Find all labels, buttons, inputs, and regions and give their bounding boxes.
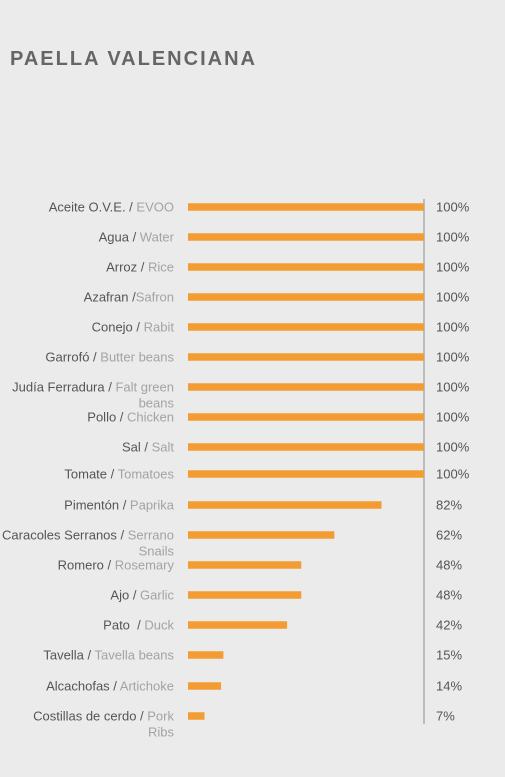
bar bbox=[188, 263, 424, 271]
label-english: Tavella beans bbox=[95, 648, 175, 663]
bar bbox=[188, 413, 424, 421]
label-spanish: Conejo / bbox=[92, 320, 144, 335]
value-label: 100% bbox=[436, 380, 470, 395]
category-label: Pimentón / Paprika bbox=[64, 498, 175, 513]
label-english: Salt bbox=[152, 440, 175, 455]
label-spanish: Costillas de cerdo / bbox=[33, 709, 147, 724]
label-english: Rosemary bbox=[115, 558, 175, 573]
label-english-continued: Ribs bbox=[148, 725, 175, 740]
category-label: Aceite O.V.E. / EVOO bbox=[49, 200, 174, 215]
category-label: Caracoles Serranos / Serrano bbox=[2, 528, 174, 543]
category-label: Judía Ferradura / Falt green bbox=[12, 380, 174, 395]
label-english: EVOO bbox=[136, 200, 174, 215]
category-label: Alcachofas / Artichoke bbox=[46, 679, 174, 694]
label-spanish: Pimentón / bbox=[64, 498, 130, 513]
label-english: Butter beans bbox=[100, 350, 174, 365]
bar bbox=[188, 621, 288, 629]
value-label: 14% bbox=[436, 679, 462, 694]
bar bbox=[188, 323, 424, 331]
value-label: 7% bbox=[436, 709, 455, 724]
label-spanish: Sal / bbox=[122, 440, 152, 455]
bar bbox=[188, 203, 424, 211]
label-spanish: Arroz / bbox=[106, 260, 148, 275]
label-english-continued: beans bbox=[139, 396, 175, 411]
value-label: 82% bbox=[436, 498, 462, 513]
bar bbox=[188, 561, 302, 569]
value-label: 100% bbox=[436, 350, 470, 365]
label-spanish: Agua / bbox=[99, 230, 140, 245]
value-label: 100% bbox=[436, 290, 470, 305]
label-spanish: Tavella / bbox=[43, 648, 94, 663]
label-spanish: Alcachofas / bbox=[46, 679, 120, 694]
label-english: Garlic bbox=[140, 588, 174, 603]
label-spanish: Pollo / bbox=[87, 410, 127, 425]
bar bbox=[188, 293, 424, 301]
bar bbox=[188, 383, 424, 391]
category-label: Sal / Salt bbox=[122, 440, 174, 455]
label-english: Pork bbox=[147, 709, 174, 724]
category-label: Pollo / Chicken bbox=[87, 410, 174, 425]
category-label: Tavella / Tavella beans bbox=[43, 648, 174, 663]
value-label: 100% bbox=[436, 467, 470, 482]
label-english: Falt green bbox=[115, 380, 174, 395]
label-english: Paprika bbox=[130, 498, 175, 513]
value-label: 48% bbox=[436, 588, 462, 603]
value-label: 100% bbox=[436, 260, 470, 275]
bar bbox=[188, 682, 222, 690]
value-label: 15% bbox=[436, 648, 462, 663]
value-label: 100% bbox=[436, 410, 470, 425]
category-label: Costillas de cerdo / Pork bbox=[33, 709, 174, 724]
label-english: Duck bbox=[144, 618, 174, 633]
label-english: Serrano bbox=[128, 528, 174, 543]
label-spanish: Tomate / bbox=[64, 467, 117, 482]
value-label: 42% bbox=[436, 618, 462, 633]
value-label: 100% bbox=[436, 320, 470, 335]
label-english-continued: Snails bbox=[139, 544, 175, 559]
bar bbox=[188, 233, 424, 241]
bar bbox=[188, 591, 302, 599]
category-label: Pato / Duck bbox=[103, 618, 174, 633]
label-english: Rabit bbox=[144, 320, 175, 335]
value-label: 48% bbox=[436, 558, 462, 573]
label-english: Rice bbox=[148, 260, 174, 275]
category-label: Conejo / Rabit bbox=[92, 320, 175, 335]
bar bbox=[188, 443, 424, 451]
value-label: 62% bbox=[436, 528, 462, 543]
category-label: Romero / Rosemary bbox=[58, 558, 175, 573]
label-english: Safron bbox=[136, 290, 174, 305]
label-spanish: Pato / bbox=[103, 618, 144, 633]
value-label: 100% bbox=[436, 230, 470, 245]
label-spanish: Judía Ferradura / bbox=[12, 380, 115, 395]
label-english: Tomatoes bbox=[118, 467, 175, 482]
label-english: Artichoke bbox=[120, 679, 174, 694]
bar bbox=[188, 651, 224, 659]
label-spanish: Aceite O.V.E. / bbox=[49, 200, 137, 215]
page-title: PAELLA VALENCIANA bbox=[10, 48, 257, 70]
label-spanish: Ajo / bbox=[110, 588, 140, 603]
label-spanish: Romero / bbox=[58, 558, 115, 573]
value-label: 100% bbox=[436, 200, 470, 215]
value-label: 100% bbox=[436, 440, 470, 455]
bar bbox=[188, 501, 382, 509]
label-english: Water bbox=[140, 230, 175, 245]
category-label: Garrofó / Butter beans bbox=[45, 350, 174, 365]
category-label: Ajo / Garlic bbox=[110, 588, 174, 603]
bar bbox=[188, 470, 424, 478]
label-spanish: Caracoles Serranos / bbox=[2, 528, 128, 543]
label-english: Chicken bbox=[127, 410, 174, 425]
category-label: Agua / Water bbox=[99, 230, 175, 245]
bar bbox=[188, 712, 205, 720]
bar bbox=[188, 353, 424, 361]
category-label: Azafran /Safron bbox=[84, 290, 174, 305]
label-spanish: Azafran / bbox=[84, 290, 136, 305]
category-label: Tomate / Tomatoes bbox=[64, 467, 174, 482]
category-label: Arroz / Rice bbox=[106, 260, 174, 275]
bar bbox=[188, 531, 335, 539]
label-spanish: Garrofó / bbox=[45, 350, 100, 365]
